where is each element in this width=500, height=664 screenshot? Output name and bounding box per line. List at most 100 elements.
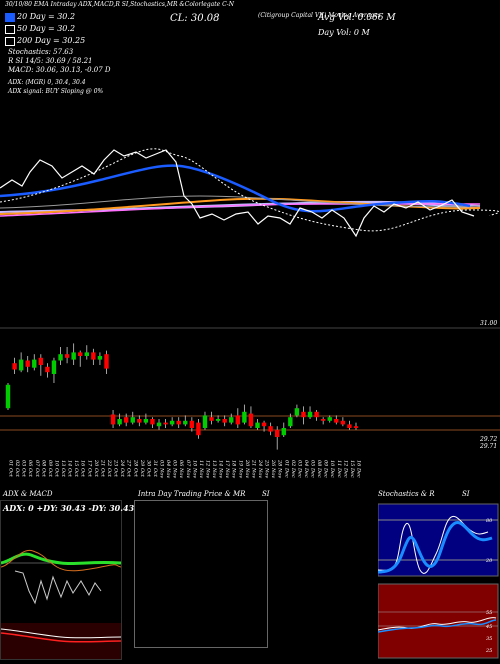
date-tick-label: 27 Oct — [126, 459, 132, 478]
candle-body — [235, 415, 241, 425]
candle-body — [209, 417, 214, 421]
candle-body — [84, 352, 89, 356]
date-tick-label: 23 Oct — [113, 459, 119, 478]
candle-body — [130, 417, 135, 423]
rsi-signal-line — [377, 619, 497, 633]
candle-body — [189, 420, 195, 428]
candle-body — [327, 417, 332, 421]
candle-body — [261, 422, 267, 427]
candle-body — [137, 419, 142, 423]
candle-body — [307, 411, 313, 418]
adx-macd-panel: ADX: 0 +DY: 30.43 -DY: 30.43 — [0, 500, 134, 660]
candle-body — [150, 419, 155, 425]
date-tick-label: 24 Oct — [119, 459, 125, 478]
candle-body — [242, 411, 247, 423]
intraday-si-label: SI — [262, 490, 270, 498]
stochastics-rsi-panel: 80 20 55 45 35 25 — [377, 500, 500, 660]
date-tick-label: 30 Oct — [145, 460, 151, 478]
date-tick-label: 25 Nov — [264, 459, 270, 478]
candle-body — [222, 419, 227, 423]
date-tick-label: 21 Oct — [99, 459, 105, 478]
macd-signal-line — [1, 632, 121, 643]
stochastics-rsi-plot: 80 20 55 45 35 25 — [377, 503, 499, 659]
rsi-line — [377, 617, 497, 631]
candle-body — [268, 426, 273, 432]
close-label: CL: 30.08 — [170, 13, 220, 24]
date-tick-label: 03 Nov — [159, 460, 165, 478]
date-tick-label: 28 Nov — [277, 459, 283, 478]
date-tick-label: 06 Oct — [27, 460, 33, 478]
date-axis: 01 Oct 02 Oct 03 Oct 06 Oct 07 Oct 08 Oct 09 O… — [8, 459, 362, 478]
candle-body — [12, 363, 17, 370]
date-tick-label: 17 Nov — [224, 460, 230, 478]
date-tick-label: 31 Oct — [152, 460, 158, 478]
candle-body — [229, 417, 234, 423]
candle-body — [320, 419, 326, 421]
date-tick-label: 06 Nov — [178, 460, 184, 478]
date-tick-label: 14 Nov — [218, 460, 224, 478]
macd-value: MACD: 30.06, 30.13, -0.07 D — [8, 66, 111, 74]
date-tick-label: 11 Nov — [198, 460, 204, 478]
intraday-panel — [134, 500, 268, 648]
date-tick-label: 24 Nov — [257, 459, 263, 478]
date-tick-label: 02 Dec — [290, 460, 296, 478]
stoch-d-line — [377, 521, 493, 574]
macd-line — [1, 628, 121, 639]
date-tick-label: 13 Oct — [60, 460, 66, 478]
date-tick-label: 12 Dec — [342, 460, 348, 478]
candle-body — [51, 360, 57, 374]
date-tick-label: 10 Nov — [191, 460, 197, 478]
legend-ema20: 20 Day = 30.2 — [5, 12, 75, 22]
candle-body — [117, 419, 122, 425]
ema100-line — [0, 203, 480, 217]
legend-ema50: 50 Day = 30.2 — [5, 24, 75, 34]
stoch-80-label: 80 — [486, 518, 493, 524]
date-tick-label: 01 Dec — [283, 460, 289, 478]
candle-body — [334, 419, 339, 423]
date-tick-label: 08 Dec — [316, 460, 322, 478]
intraday-title: Intra Day Trading Price & MR — [138, 490, 246, 498]
date-tick-label: 03 Dec — [296, 460, 302, 478]
date-tick-label: 20 Oct — [93, 459, 99, 478]
stochastics-si-label: SI — [462, 490, 470, 498]
date-tick-label: 10 Dec — [329, 460, 335, 478]
date-tick-label: 05 Nov — [172, 460, 178, 478]
candle-body — [176, 420, 181, 425]
rsi-value: R SI 14/5: 30.69 / 58.21 — [8, 57, 93, 65]
stochastics-value: Stochastics: 57.63 — [8, 48, 74, 56]
candle-body — [38, 357, 44, 365]
adx-di-values: ADX: 0 +DY: 30.43 -DY: 30.43 — [3, 503, 135, 513]
adx-line — [14, 570, 102, 605]
date-tick-label: 09 Dec — [323, 460, 329, 478]
candle-body — [78, 352, 83, 356]
candle-body — [104, 354, 109, 369]
candles-group — [5, 343, 359, 450]
ema200-swatch — [5, 36, 15, 46]
date-tick-label: 02 Oct — [14, 460, 20, 478]
chart-title: (Citigroup Capital VII) Moving Averages — [258, 12, 381, 19]
candle-body — [25, 360, 30, 367]
date-tick-label: 10 Oct — [53, 460, 59, 478]
date-tick-label: 08 Oct — [40, 460, 46, 478]
date-tick-label: 04 Nov — [165, 460, 171, 478]
date-tick-label: 29 Oct — [139, 459, 145, 478]
date-tick-label: 14 Oct — [67, 460, 73, 478]
date-tick-label: 15 Dec — [349, 460, 355, 478]
date-tick-label: 11 Dec — [336, 460, 342, 478]
stochastics-title: Stochastics & R — [378, 490, 435, 498]
date-tick-label: 07 Nov — [185, 460, 191, 478]
candle-body — [255, 422, 260, 428]
date-tick-label: 13 Nov — [211, 460, 217, 478]
candle-body — [71, 352, 76, 360]
candle-body — [288, 417, 293, 427]
candle-body — [169, 420, 175, 425]
candle-body — [110, 414, 116, 425]
moving-average-chart — [0, 148, 500, 238]
price-label-mid: 29.72 — [479, 436, 497, 443]
adx-plus-line — [1, 552, 121, 566]
candle-body — [294, 408, 300, 416]
price-label-top: 31.00 — [480, 320, 497, 327]
candle-body — [45, 366, 50, 373]
date-tick-label: 20 Nov — [244, 459, 250, 478]
date-tick-label: 16 Oct — [80, 460, 86, 478]
